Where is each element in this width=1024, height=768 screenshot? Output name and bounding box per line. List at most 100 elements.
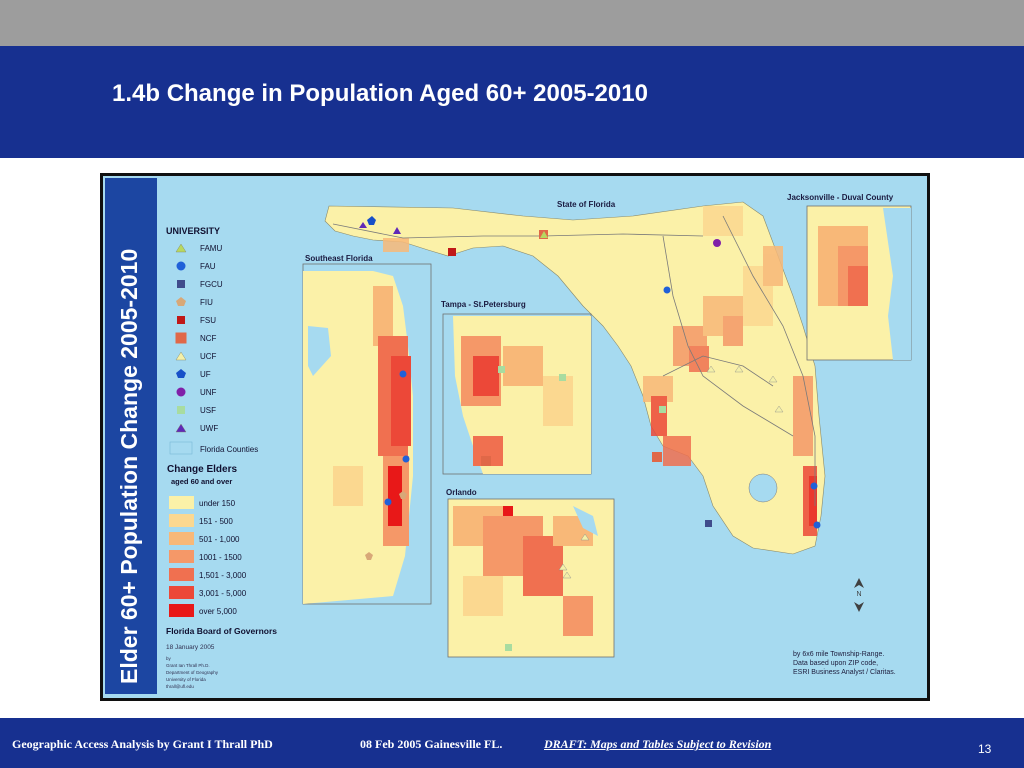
side-title-bar bbox=[105, 178, 157, 694]
circle-icon bbox=[176, 387, 186, 397]
triangle-icon bbox=[175, 423, 187, 433]
circle-icon bbox=[176, 261, 186, 271]
unf-marker bbox=[713, 239, 721, 247]
legend-university-label: FAU bbox=[200, 262, 216, 271]
legend-class-label: 1,501 - 3,000 bbox=[199, 571, 247, 580]
legend-item-unf: UNF bbox=[176, 387, 217, 397]
footer-author: Geographic Access Analysis by Grant I Th… bbox=[12, 737, 273, 751]
side-title: Elder 60+ Population Change 2005-2010 bbox=[116, 249, 142, 684]
square-icon bbox=[177, 406, 185, 414]
top-gray-band bbox=[0, 0, 1024, 46]
usf-marker bbox=[559, 374, 566, 381]
legend-item-ncf: NCF bbox=[175, 332, 217, 344]
page-number: 13 bbox=[978, 742, 992, 756]
pentagon-icon bbox=[176, 297, 186, 306]
slide-header bbox=[0, 46, 1024, 158]
legend-university-label: USF bbox=[200, 406, 216, 415]
legend-class-label: 151 - 500 bbox=[199, 517, 233, 526]
legend-item-fgcu: FGCU bbox=[177, 280, 223, 289]
legend-class-label: 501 - 1,000 bbox=[199, 535, 240, 544]
ucf-marker bbox=[774, 405, 784, 413]
square-icon bbox=[177, 316, 185, 324]
fau-marker bbox=[810, 482, 818, 490]
map-figure: Elder 60+ Population Change 2005-2010 St… bbox=[103, 176, 927, 703]
legend-classes: under 150 151 - 500 501 - 1,000 1001 - 1500… bbox=[169, 496, 247, 617]
fsu-marker bbox=[448, 248, 456, 256]
triangle-icon bbox=[175, 243, 187, 253]
jacksonville-inset bbox=[806, 205, 912, 361]
svg-text:N: N bbox=[856, 591, 861, 598]
legend-item-uf: UF bbox=[176, 369, 211, 379]
legend-class-label: 1001 - 1500 bbox=[199, 553, 242, 562]
lake-okeechobee bbox=[748, 473, 778, 503]
legend-university-label: FAMU bbox=[200, 244, 222, 253]
usf-marker bbox=[659, 406, 666, 413]
fau-marker bbox=[663, 286, 671, 294]
legend-universities: FAMU FAU FGCU FIU FSU NCF UCF UF UNF USF UWF bbox=[175, 243, 223, 433]
note-line: by 6x6 mile Township-Range. bbox=[793, 651, 884, 658]
legend-class-item: under 150 bbox=[169, 496, 236, 509]
legend-board: Florida Board of Governors bbox=[166, 626, 277, 636]
fiu-marker bbox=[399, 491, 407, 499]
orlando-inset bbox=[447, 498, 615, 658]
ucf-marker bbox=[562, 571, 572, 579]
note-line: ESRI Business Analyst / Claritas. bbox=[793, 669, 896, 676]
tampa-inset bbox=[442, 313, 592, 475]
class-swatch bbox=[169, 532, 194, 545]
fau-marker bbox=[399, 370, 407, 378]
famu-marker bbox=[540, 231, 548, 238]
legend-change-subheading: aged 60 and over bbox=[171, 477, 232, 486]
legend-class-label: under 150 bbox=[199, 499, 236, 508]
legend-class-item: over 5,000 bbox=[169, 604, 237, 617]
legend-university-label: UWF bbox=[200, 424, 218, 433]
uwf-marker bbox=[393, 227, 401, 234]
credit-line: University of Florida bbox=[166, 677, 206, 682]
county-swatch bbox=[169, 441, 193, 455]
highways bbox=[332, 215, 816, 506]
ucf-marker bbox=[768, 375, 778, 383]
class-swatch bbox=[169, 604, 194, 617]
fiu-marker bbox=[365, 552, 373, 560]
legend-item-ucf: UCF bbox=[175, 351, 217, 361]
uwf-marker bbox=[359, 222, 367, 228]
florida-land bbox=[324, 201, 826, 555]
florida-map: Elder 60+ Population Change 2005-2010 St… bbox=[103, 176, 927, 698]
ucf-marker bbox=[580, 533, 590, 541]
legend-university-label: FIU bbox=[200, 298, 213, 307]
legend-item-usf: USF bbox=[177, 406, 216, 415]
class-swatch bbox=[169, 514, 194, 527]
university-markers bbox=[359, 216, 821, 651]
legend-university-label: FGCU bbox=[200, 280, 223, 289]
ncf-marker bbox=[481, 456, 491, 466]
legend-university-label: FSU bbox=[200, 316, 216, 325]
jacksonville-inset-title: Jacksonville - Duval County bbox=[787, 193, 894, 202]
credit-line: Grant Ian Thrall Ph.D. bbox=[166, 663, 210, 668]
legend-class-item: 151 - 500 bbox=[169, 514, 233, 527]
north-arrow-icon: N bbox=[854, 578, 864, 612]
ncf-marker bbox=[652, 452, 662, 462]
fgcu-marker bbox=[705, 520, 712, 527]
legend-item-uwf: UWF bbox=[175, 423, 218, 433]
state-map-title: State of Florida bbox=[557, 200, 616, 209]
legend-university-heading: UNIVERSITY bbox=[166, 226, 220, 236]
fau-marker bbox=[813, 521, 821, 529]
legend-counties-label: Florida Counties bbox=[200, 445, 258, 454]
southeast-inset-title: Southeast Florida bbox=[305, 254, 373, 263]
class-swatch bbox=[169, 496, 194, 509]
note-line: Data based upon ZIP code, bbox=[793, 660, 878, 667]
slide-footer bbox=[0, 718, 1024, 768]
square-icon bbox=[175, 332, 187, 344]
credit-line: by bbox=[166, 656, 172, 661]
legend-university-label: NCF bbox=[200, 334, 217, 343]
slide-title: 1.4b Change in Population Aged 60+ 2005-… bbox=[112, 80, 648, 107]
ucf-marker bbox=[558, 563, 568, 571]
legend-university-label: UNF bbox=[200, 388, 217, 397]
usf-marker bbox=[498, 366, 505, 373]
credit-line: Department of Geography bbox=[166, 670, 219, 675]
triangle-icon bbox=[175, 351, 187, 361]
legend-class-item: 501 - 1,000 bbox=[169, 532, 240, 545]
legend-class-label: 3,001 - 5,000 bbox=[199, 589, 247, 598]
legend-class-item: 1,501 - 3,000 bbox=[169, 568, 247, 581]
ucf-marker bbox=[706, 365, 716, 373]
legend-item-fau: FAU bbox=[176, 261, 216, 271]
